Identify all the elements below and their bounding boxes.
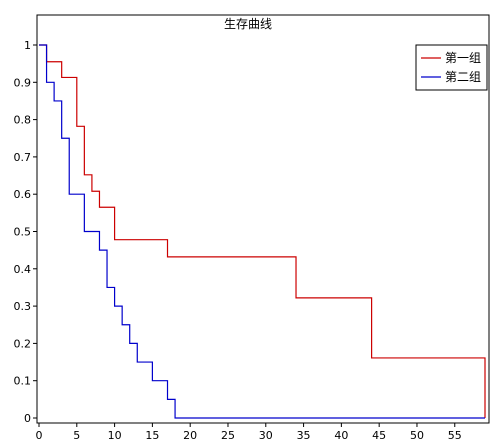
y-tick-label: 0.6 xyxy=(14,188,32,201)
y-tick-label: 0.3 xyxy=(14,300,32,313)
y-tick-label: 0.8 xyxy=(14,114,32,127)
x-tick-label: 50 xyxy=(410,429,424,442)
x-tick-label: 40 xyxy=(334,429,348,442)
y-tick-label: 0.4 xyxy=(14,263,32,276)
legend-label-2: 第二组 xyxy=(445,70,481,84)
series-line-2 xyxy=(39,44,485,419)
y-tick-label: 0.5 xyxy=(14,226,32,239)
x-tick-label: 35 xyxy=(297,429,311,442)
x-tick-label: 15 xyxy=(145,429,159,442)
chart-title: 生存曲线 xyxy=(224,17,272,31)
y-tick-label: 0 xyxy=(24,412,31,425)
legend-label-1: 第一组 xyxy=(445,51,481,65)
x-tick-label: 45 xyxy=(372,429,386,442)
series-line-1 xyxy=(39,44,486,418)
y-tick-label: 0.7 xyxy=(14,151,32,164)
plot-area-frame xyxy=(36,14,490,424)
x-tick-label: 25 xyxy=(221,429,235,442)
y-tick-label: 1 xyxy=(24,39,31,52)
x-tick-label: 10 xyxy=(108,429,122,442)
x-tick-label: 20 xyxy=(183,429,197,442)
y-axis: 0 0.1 0.2 0.3 0.4 0.5 0.6 0.7 0.8 0.9 1 xyxy=(14,39,37,425)
y-tick-label: 0.1 xyxy=(14,375,32,388)
x-tick-label: 0 xyxy=(36,429,43,442)
x-tick-label: 55 xyxy=(448,429,462,442)
series-layer xyxy=(39,44,486,419)
legend-box xyxy=(415,44,488,91)
x-axis: 0 5 10 15 20 25 30 35 40 45 50 55 xyxy=(36,423,462,442)
x-tick-label: 5 xyxy=(73,429,80,442)
y-tick-label: 0.2 xyxy=(14,337,32,350)
y-tick-label: 0.9 xyxy=(14,76,32,89)
x-tick-label: 30 xyxy=(259,429,273,442)
